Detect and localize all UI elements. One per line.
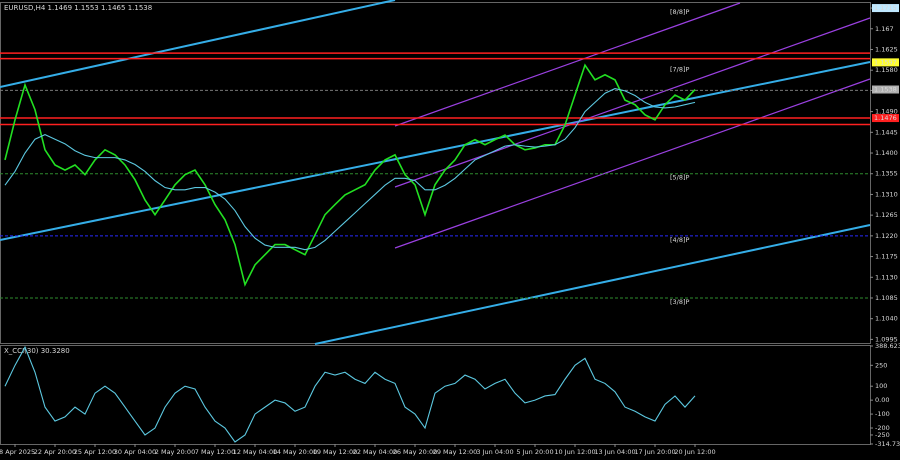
y-tick-label: 1.1400	[875, 149, 898, 157]
x-tick-label: 29 May 12:00	[433, 448, 478, 456]
x-tick-label: 14 May 20:00	[273, 448, 318, 456]
x-tick-label: 17 Jun 20:00	[634, 448, 675, 456]
x-tick-label: 18 Apr 2025	[0, 448, 35, 456]
y-tick-label: 1.1580	[875, 66, 898, 74]
y-tick-label: 1.1625	[875, 45, 898, 53]
y-tick-label: 1.1175	[875, 253, 898, 261]
price-tag	[872, 114, 899, 123]
channel-line	[394, 17, 871, 188]
y-tick-label: 1.0995	[875, 335, 898, 343]
level-annotation: [8/8]P	[670, 8, 690, 16]
y-tick-label: 388.6237	[875, 342, 900, 350]
y-tick-label: 1.1265	[875, 211, 898, 219]
x-tick-label: 13 Jun 04:00	[594, 448, 635, 456]
price-tag-label: 1.1538	[874, 86, 897, 94]
x-tick-label: 3 Jun 04:00	[476, 448, 513, 456]
cci-title: X_CCI(30) 30.3280	[4, 347, 70, 355]
price-tag-label: 1.1476	[874, 114, 897, 122]
y-tick-label: 1.167	[875, 25, 894, 33]
y-tick-label: -314.734	[875, 440, 900, 448]
channel-line	[394, 2, 741, 127]
y-tick-label: 1.1490	[875, 108, 898, 116]
x-tick-label: 22 May 04:00	[353, 448, 398, 456]
x-tick-label: 22 Apr 20:00	[34, 448, 76, 456]
channel-line	[394, 78, 871, 249]
y-tick-label: 1.1445	[875, 128, 898, 136]
x-tick-label: 26 May 20:00	[393, 448, 438, 456]
x-tick-label: 2 May 20:00	[155, 448, 195, 456]
y-tick-label: -250	[875, 431, 890, 439]
trend-lines	[0, 0, 871, 345]
chart-title: EURUSD,H4 1.1469 1.1553 1.1465 1.1538	[4, 4, 152, 12]
trend-line	[314, 224, 871, 345]
x-tick-label: 7 May 12:00	[195, 448, 235, 456]
y-tick-label: 0.00	[875, 396, 889, 404]
trend-line	[0, 0, 396, 88]
y-tick-label: 1.1310	[875, 190, 898, 198]
price-tag-label: 1.1715	[874, 4, 897, 12]
level-annotation: [7/8]P	[670, 66, 690, 74]
y-tick-label: 250	[875, 361, 887, 369]
x-tick-label: 19 May 12:00	[313, 448, 358, 456]
cci-panel	[0, 345, 871, 445]
series-line	[4, 63, 696, 287]
y-tick-label: 1.1040	[875, 315, 898, 323]
y-tick-label: 1.1220	[875, 232, 898, 240]
level-annotation: [3/8]P	[670, 298, 690, 306]
price-tag	[872, 4, 899, 13]
x-tick-label: 5 Jun 20:00	[516, 448, 553, 456]
price-panel	[0, 2, 871, 344]
channel-lines	[394, 2, 871, 249]
price-tag-label: 1.1597	[874, 58, 897, 66]
level-annotation: [5/8]P	[670, 174, 690, 182]
x-tick-label: 20 Jun 12:00	[674, 448, 715, 456]
y-tick-label: -100	[875, 410, 890, 418]
y-tick-label: 1.1130	[875, 273, 898, 281]
y-tick-label: 1.1085	[875, 294, 898, 302]
y-tick-label: 100	[875, 382, 887, 390]
price-tag	[872, 85, 899, 94]
series-line	[4, 345, 696, 443]
y-tick-label: -200	[875, 424, 890, 432]
x-tick-label: 10 Jun 12:00	[554, 448, 595, 456]
y-tick-label: 1.1355	[875, 170, 898, 178]
x-tick-label: 30 Apr 04:00	[114, 448, 156, 456]
level-annotation: [4/8]P	[670, 236, 690, 244]
x-tick-label: 25 Apr 12:00	[74, 448, 116, 456]
x-tick-label: 12 May 04:00	[233, 448, 278, 456]
series-line	[4, 88, 696, 251]
trend-line	[0, 61, 871, 241]
price-tag	[872, 58, 899, 67]
